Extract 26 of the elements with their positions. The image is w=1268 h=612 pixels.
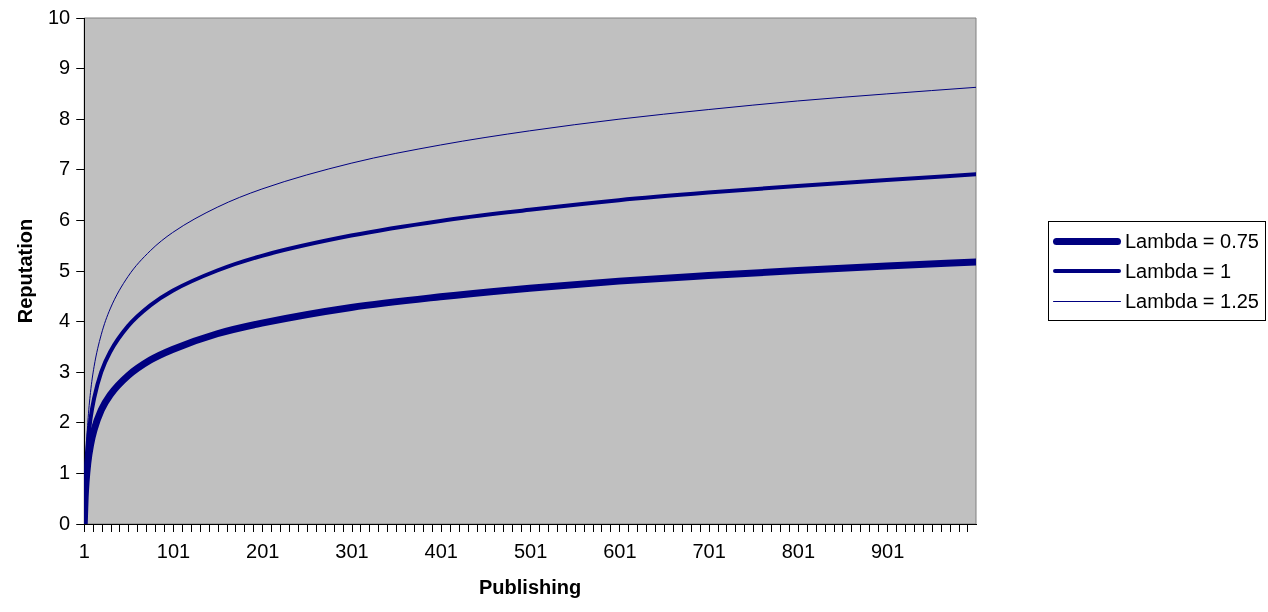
x-tick-label: 501 [513,539,548,562]
x-tick-label: 401 [424,539,458,562]
x-tick-label: 601 [603,539,637,562]
x-tick-label: 1 [78,539,90,562]
y-tick-label: 3 [59,359,71,382]
legend-label: Lambda = 0.75 [1125,229,1259,253]
legend-label: Lambda = 1 [1125,259,1232,283]
x-tick-label: 901 [870,539,905,562]
y-tick-label: 1 [59,460,71,483]
x-tick-label: 301 [335,539,369,562]
x-tick-label: 801 [781,539,816,562]
y-tick-label: 7 [59,157,71,180]
y-tick-label: 2 [59,410,71,433]
x-tick-label: 701 [692,539,726,562]
y-tick-label: 5 [59,258,71,281]
y-axis-title: Reputation [13,218,36,324]
x-tick-label: 101 [156,539,191,562]
y-tick-label: 0 [59,511,71,534]
legend-label: Lambda = 1.25 [1125,289,1259,313]
y-tick-label: 9 [59,56,71,79]
y-tick-label: 6 [59,207,71,230]
x-axis-title: Publishing [479,575,582,598]
x-tick-label: 201 [246,539,280,562]
y-tick-label: 10 [48,5,71,28]
y-tick-label: 8 [59,106,71,129]
y-tick-label: 4 [59,309,71,332]
